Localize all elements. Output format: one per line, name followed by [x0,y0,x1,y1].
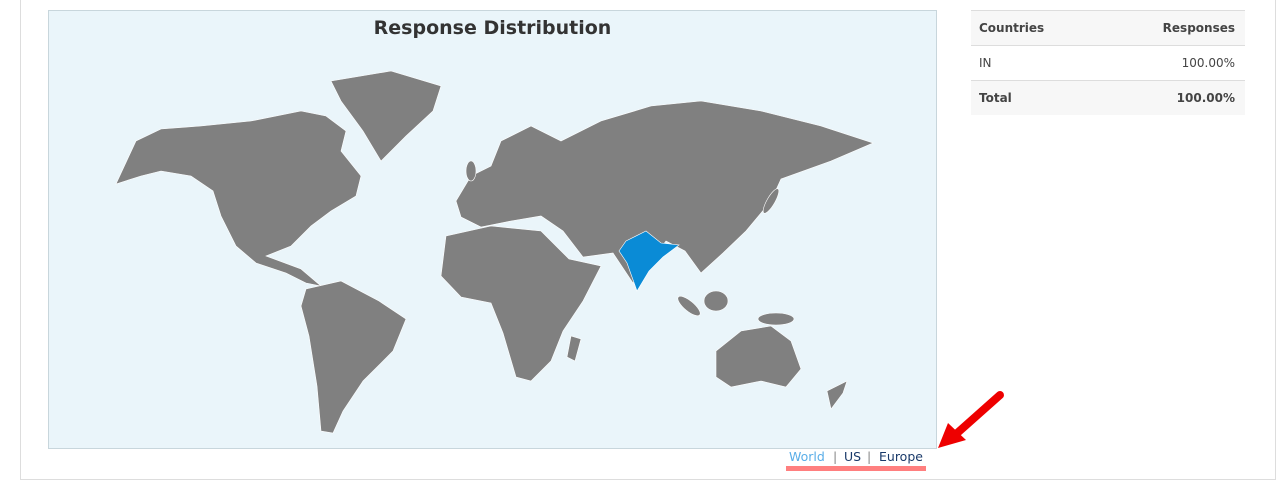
separator: | [833,449,838,464]
highlight-underline [786,466,926,471]
sumatra[interactable] [675,293,703,319]
uk[interactable] [465,160,477,182]
africa[interactable] [440,225,602,382]
country-cell: IN [971,45,1101,81]
world-map[interactable]: Response Distribution [48,10,937,449]
red-arrow-icon [938,391,1004,448]
country-india[interactable] [618,230,680,292]
table-header: Countries Responses [971,10,1245,46]
world-link[interactable]: World [789,449,825,464]
header-responses: Responses [1100,10,1245,46]
europe-link[interactable]: Europe [879,449,923,464]
south-america[interactable] [300,280,407,434]
map-title: Response Distribution [373,17,612,39]
madagascar[interactable] [566,335,582,362]
new-zealand[interactable] [826,380,848,410]
header-countries: Countries [971,10,1101,46]
borneo[interactable] [703,290,729,312]
us-link[interactable]: US [844,449,862,464]
responses-cell: 100.00% [1100,45,1245,81]
map-svg [115,70,874,434]
greenland[interactable] [330,70,442,162]
table-total-row: Total 100.00% [971,80,1245,115]
north-america[interactable] [115,110,362,287]
separator: | [867,449,872,464]
japan[interactable] [761,187,782,215]
new-guinea[interactable] [757,312,795,326]
total-value: 100.00% [1100,80,1245,115]
table-row: IN 100.00% [971,45,1245,81]
total-label: Total [971,80,1101,115]
eurasia[interactable] [455,100,874,284]
responses-table: Countries Responses IN 100.00% Total 100.00… [971,10,1245,115]
australia[interactable] [715,325,802,388]
